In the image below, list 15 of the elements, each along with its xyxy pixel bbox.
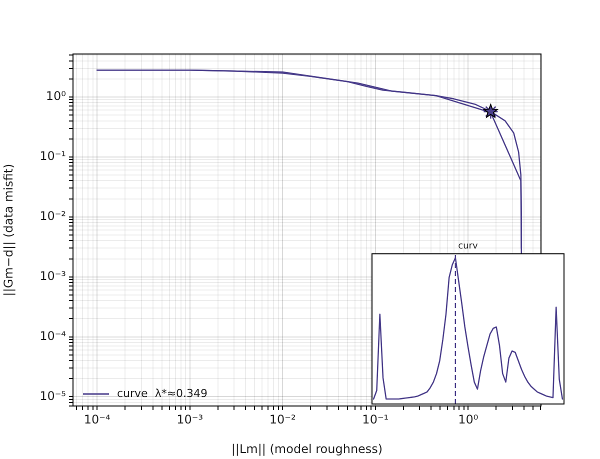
chart-title: curv bbox=[458, 242, 479, 252]
x-tick-label: 10⁻³ bbox=[176, 412, 204, 426]
x-tick-label: 10⁻² bbox=[269, 412, 296, 426]
x-tick-label: 10⁻¹ bbox=[362, 412, 389, 426]
y-tick-label: 10⁻⁴ bbox=[40, 328, 66, 343]
x-tick-label: 10⁰ bbox=[458, 412, 478, 426]
y-tick-label: 10⁰ bbox=[46, 89, 66, 104]
y-tick-label: 10⁻² bbox=[40, 208, 66, 223]
x-axis-title: ||Lm|| (model roughness) bbox=[231, 442, 383, 456]
x-tick-label: 10⁻⁴ bbox=[84, 412, 110, 426]
y-tick-label: 10⁻¹ bbox=[40, 149, 66, 164]
y-tick-label: 10⁻³ bbox=[40, 268, 66, 283]
y-tick-label: 10⁻⁵ bbox=[40, 388, 66, 403]
legend-label: curve λ*≈0.349 bbox=[117, 386, 208, 400]
y-axis-title: ||Gm−d|| (data misfit) bbox=[1, 164, 16, 296]
